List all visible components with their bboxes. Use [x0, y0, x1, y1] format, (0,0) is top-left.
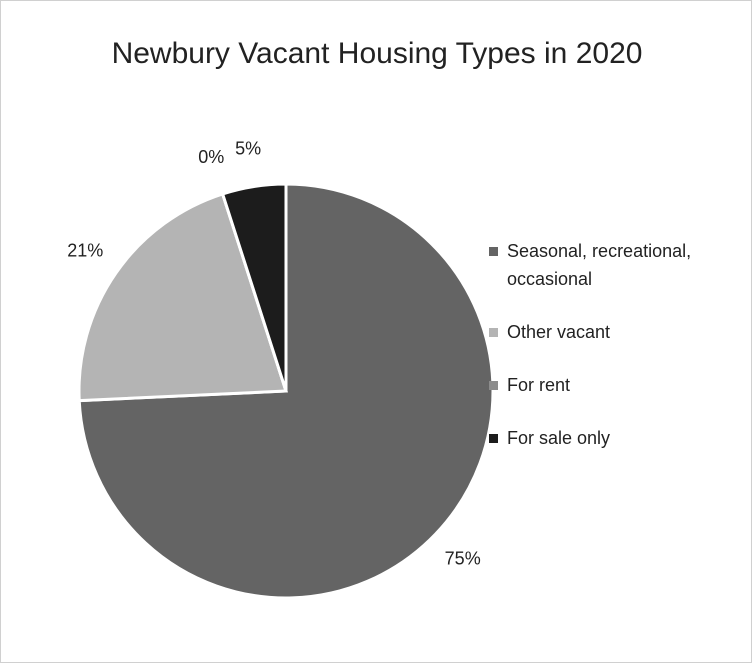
pie-slice: [77, 192, 289, 403]
legend-entry: For rent: [489, 371, 739, 399]
legend-swatch: [489, 247, 498, 256]
chart-title: Newbury Vacant Housing Types in 2020: [111, 37, 643, 70]
data-label: 5%: [235, 138, 261, 158]
legend-entry: Seasonal, recreational, occasional: [489, 237, 739, 293]
legend-label: Seasonal, recreational, occasional: [507, 241, 692, 289]
legend-swatch: [489, 328, 498, 337]
legend-swatch: [489, 381, 498, 390]
legend: Seasonal, recreational, occasional Other …: [489, 237, 739, 452]
legend-entry: Other vacant: [489, 318, 739, 346]
legend-label: Other vacant: [507, 322, 611, 342]
pie-slice: [220, 182, 288, 392]
legend-entry: For sale only: [489, 424, 739, 452]
legend-swatch: [489, 434, 498, 443]
data-label: 21%: [67, 241, 103, 261]
data-label: 0%: [198, 147, 224, 167]
legend-label: For rent: [507, 375, 571, 395]
legend-label: For sale only: [507, 428, 611, 448]
data-label: 75%: [445, 548, 481, 568]
